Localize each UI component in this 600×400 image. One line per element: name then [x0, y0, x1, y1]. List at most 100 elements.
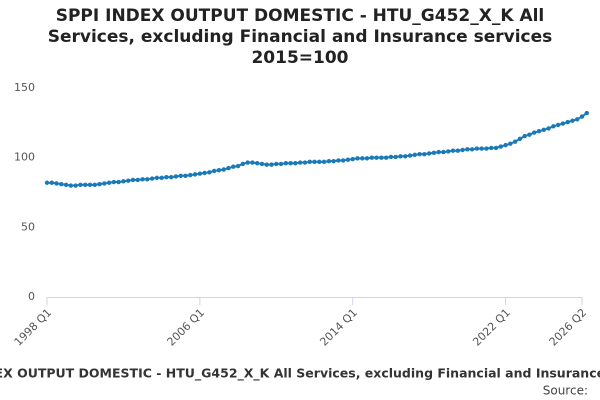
point	[479, 146, 484, 151]
point	[345, 157, 351, 162]
point	[92, 182, 97, 188]
point	[336, 158, 341, 163]
point	[183, 173, 188, 178]
point	[197, 171, 203, 176]
point	[369, 155, 375, 160]
point	[493, 145, 499, 151]
point	[498, 144, 503, 149]
point	[307, 159, 312, 165]
point	[121, 179, 126, 184]
point	[231, 164, 236, 169]
point	[436, 149, 441, 155]
point	[44, 180, 50, 185]
point	[297, 160, 303, 165]
point	[202, 170, 207, 176]
point	[54, 181, 59, 186]
point	[522, 133, 527, 139]
y-tick-label: 100	[14, 151, 35, 164]
point	[398, 154, 403, 159]
point	[584, 110, 589, 116]
chart-title: SPPI INDEX OUTPUT DOMESTIC - HTU_G452_X_…	[47, 6, 553, 47]
point	[102, 181, 107, 186]
y-tick-label: 0	[28, 290, 35, 303]
point	[264, 162, 269, 167]
point	[278, 161, 284, 167]
point	[326, 158, 332, 164]
point	[321, 159, 327, 165]
point	[512, 139, 518, 144]
point	[116, 179, 121, 185]
point	[254, 161, 260, 166]
point	[551, 124, 556, 129]
point	[484, 146, 489, 151]
point	[283, 161, 289, 166]
point	[422, 151, 427, 157]
point	[360, 156, 365, 161]
point	[226, 165, 231, 171]
point	[288, 161, 293, 166]
point	[173, 174, 179, 179]
point	[560, 121, 566, 126]
point	[364, 156, 370, 161]
point	[274, 161, 279, 167]
point	[164, 174, 169, 180]
point	[403, 154, 408, 159]
point	[83, 182, 88, 188]
point	[245, 160, 250, 165]
point	[317, 159, 322, 165]
point	[111, 179, 117, 185]
point	[503, 142, 508, 148]
point	[446, 149, 451, 154]
point	[159, 175, 164, 181]
point	[302, 160, 308, 165]
point	[508, 141, 513, 146]
point	[546, 126, 551, 131]
point	[441, 149, 446, 155]
point	[235, 163, 241, 169]
point	[417, 151, 422, 157]
point	[240, 161, 246, 167]
point	[221, 167, 226, 172]
point	[407, 153, 413, 158]
point	[388, 154, 394, 160]
point	[59, 181, 64, 187]
point	[269, 162, 274, 167]
point	[149, 176, 155, 181]
header: SPPI INDEX OUTPUT DOMESTIC - HTU_G452_X_…	[30, 6, 570, 69]
point	[135, 177, 140, 183]
point	[211, 168, 217, 174]
point	[207, 170, 212, 175]
x-tick-label: 2014 Q1	[317, 306, 360, 349]
point	[49, 180, 54, 185]
point	[78, 182, 83, 188]
point	[97, 181, 102, 187]
point	[312, 159, 317, 165]
point	[450, 148, 456, 153]
point	[555, 122, 561, 128]
point	[188, 172, 193, 178]
point	[570, 118, 575, 123]
point	[379, 155, 384, 160]
x-tick-label: 2026 Q2	[547, 306, 590, 349]
point	[575, 117, 580, 122]
point	[126, 178, 131, 183]
point	[73, 183, 78, 188]
point	[355, 156, 360, 161]
x-tick-label: 1998 Q1	[12, 306, 55, 349]
point	[63, 182, 69, 188]
x-tick-label: 2022 Q1	[470, 306, 513, 349]
x-tick-label: 2006 Q1	[165, 306, 208, 349]
series-line	[47, 112, 588, 187]
point	[145, 177, 150, 182]
point	[565, 119, 570, 125]
chart-subtitle: 2015=100	[251, 48, 349, 68]
point	[259, 161, 265, 167]
y-tick-label: 150	[14, 81, 35, 94]
point	[140, 177, 145, 182]
point	[216, 168, 222, 173]
point	[154, 175, 160, 181]
point	[106, 180, 112, 185]
legend-entry: SPPI INDEX OUTPUT DOMESTIC - HTU_G452_X_…	[0, 366, 600, 382]
point	[250, 160, 255, 165]
